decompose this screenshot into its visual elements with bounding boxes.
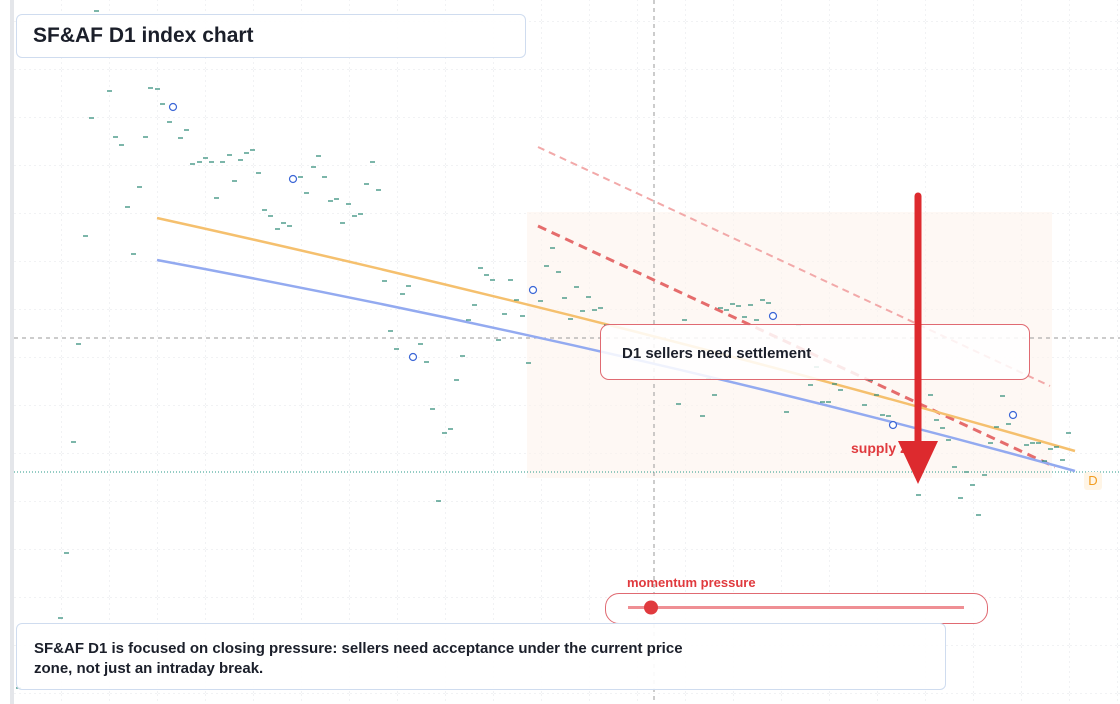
note-text: SF&AF D1 is focused on closing pressure:… [34,640,683,677]
callout: D1 sellers need settlement [600,324,1030,380]
thumb[interactable] [644,600,658,615]
slider-track [628,600,964,615]
chart-title: SF&AF D1 index chart [16,14,526,58]
momentum-label: momentum pressure [627,575,756,590]
price-marks [16,10,1071,689]
note: SF&AF D1 is focused on closing pressure:… [16,623,946,690]
zone-label: supply zone [851,440,932,456]
signal-markers [168,102,1018,430]
left-border [10,0,14,704]
momentum-slider[interactable] [605,593,988,624]
marker-label: D [1084,472,1102,490]
